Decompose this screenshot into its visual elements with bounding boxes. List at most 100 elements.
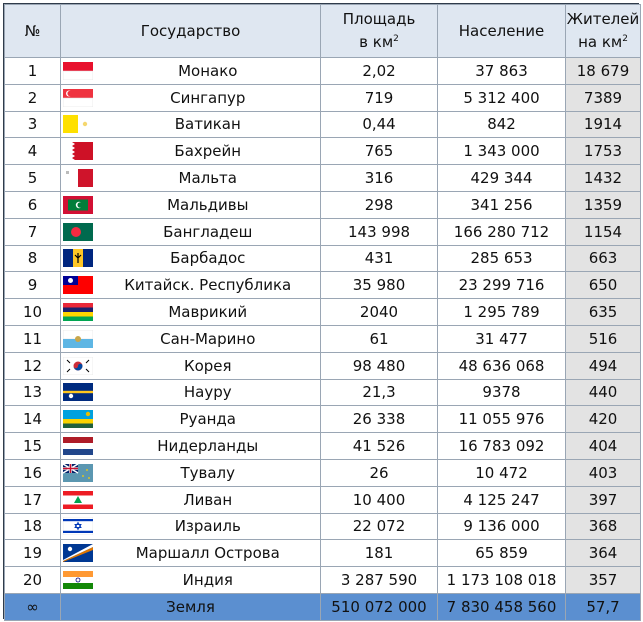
flag-cell xyxy=(60,512,96,541)
barbados-flag xyxy=(63,249,94,268)
population-value: 37 863 xyxy=(437,57,567,85)
table-row: 5 Мальта 316 429 344 1432 xyxy=(4,164,642,192)
country-name: Сингапур xyxy=(95,83,322,112)
population-value: 1 343 000 xyxy=(437,137,567,166)
netherlands-flag xyxy=(63,437,94,456)
row-number: 4 xyxy=(4,137,61,166)
total-population: 7 830 458 560 xyxy=(437,592,567,621)
population-value: 9 136 000 xyxy=(437,512,567,541)
area-value: 2040 xyxy=(320,298,439,326)
table-row: 20 Индия 3 287 590 1 173 108 018 357 xyxy=(4,566,642,594)
area-value: 10 400 xyxy=(320,485,439,514)
flag-cell xyxy=(60,110,96,139)
flag-cell xyxy=(60,539,96,568)
table-row: 11 Сан-Марино 61 31 477 516 xyxy=(4,324,642,353)
row-number: 14 xyxy=(4,405,61,434)
table-row: 10 Маврикий 2040 1 295 789 635 xyxy=(4,298,642,326)
rwanda-flag xyxy=(63,410,94,429)
density-value: 650 xyxy=(565,271,642,300)
flag-cell xyxy=(60,378,96,407)
flag-cell xyxy=(60,217,96,246)
marshall-islands-flag xyxy=(63,544,94,563)
row-number: 8 xyxy=(4,244,61,273)
row-number: 17 xyxy=(4,485,61,514)
country-name: Тувалу xyxy=(95,458,322,487)
total-name: Земля xyxy=(59,592,322,621)
row-number: 13 xyxy=(4,378,61,407)
density-value: 364 xyxy=(565,539,642,568)
area-value: 61 xyxy=(320,324,439,353)
table-row: 14 Руанда 26 338 11 055 976 420 xyxy=(4,405,642,434)
maldives-flag xyxy=(63,195,94,214)
row-number: 3 xyxy=(4,110,61,139)
table-row: 9 Китайск. Республика 35 980 23 299 716 … xyxy=(4,271,642,300)
table-row: 7 Бангладеш 143 998 166 280 712 1154 xyxy=(4,217,642,246)
row-number: 6 xyxy=(4,190,61,219)
flag-cell xyxy=(60,83,96,112)
population-value: 1 295 789 xyxy=(437,298,567,326)
flag-cell xyxy=(60,271,96,300)
table-row: 3 Ватикан 0,44 842 1914 xyxy=(4,110,642,139)
density-value: 357 xyxy=(565,566,642,594)
density-value: 1154 xyxy=(565,217,642,246)
country-name: Китайск. Республика xyxy=(95,271,322,300)
tuvalu-flag xyxy=(63,463,94,482)
row-number: 12 xyxy=(4,351,61,380)
israel-flag xyxy=(63,517,94,536)
row-number: 5 xyxy=(4,164,61,192)
area-value: 143 998 xyxy=(320,217,439,246)
area-value: 719 xyxy=(320,83,439,112)
header-population: Население xyxy=(437,4,567,58)
density-value: 1359 xyxy=(565,190,642,219)
population-value: 65 859 xyxy=(437,539,567,568)
density-table-container: № Государство Площадь в км2 Население Жи… xyxy=(3,3,642,621)
table-row: 8 Барбадос 431 285 653 663 xyxy=(4,244,642,273)
row-number: 1 xyxy=(4,57,61,85)
population-value: 429 344 xyxy=(437,164,567,192)
area-value: 0,44 xyxy=(320,110,439,139)
flag-cell xyxy=(60,432,96,460)
monaco-flag xyxy=(63,61,94,80)
country-name: Руанда xyxy=(95,405,322,434)
total-symbol: ∞ xyxy=(4,592,61,621)
table-row: 2 Сингапур 719 5 312 400 7389 xyxy=(4,83,642,112)
row-number: 15 xyxy=(4,432,61,460)
area-value: 3 287 590 xyxy=(320,566,439,594)
table-row: 17 Ливан 10 400 4 125 247 397 xyxy=(4,485,642,514)
country-name: Бангладеш xyxy=(95,217,322,246)
row-number: 2 xyxy=(4,83,61,112)
population-value: 11 055 976 xyxy=(437,405,567,434)
country-name: Монако xyxy=(95,57,322,85)
vatican-flag xyxy=(63,115,94,134)
row-number: 9 xyxy=(4,271,61,300)
country-name: Индия xyxy=(95,566,322,594)
country-name: Маршалл Острова xyxy=(95,539,322,568)
density-value: 397 xyxy=(565,485,642,514)
density-value: 635 xyxy=(565,298,642,326)
area-value: 2,02 xyxy=(320,57,439,85)
country-name: Мальдивы xyxy=(95,190,322,219)
table-row: 19 Маршалл Острова 181 65 859 364 xyxy=(4,539,642,568)
population-value: 31 477 xyxy=(437,324,567,353)
flag-cell xyxy=(60,244,96,273)
flag-cell xyxy=(60,137,96,166)
population-value: 10 472 xyxy=(437,458,567,487)
table-row: 4 Бахрейн 765 1 343 000 1753 xyxy=(4,137,642,166)
population-value: 16 783 092 xyxy=(437,432,567,460)
population-value: 9378 xyxy=(437,378,567,407)
population-value: 842 xyxy=(437,110,567,139)
header-country: Государство xyxy=(59,4,322,58)
mauritius-flag xyxy=(63,303,94,322)
area-value: 22 072 xyxy=(320,512,439,541)
density-value: 403 xyxy=(565,458,642,487)
density-value: 494 xyxy=(565,351,642,380)
country-name: Нидерланды xyxy=(95,432,322,460)
density-value: 18 679 xyxy=(565,57,642,85)
area-value: 98 480 xyxy=(320,351,439,380)
flag-cell xyxy=(60,190,96,219)
total-row: ∞ Земля 510 072 000 7 830 458 560 57,7 xyxy=(4,592,642,621)
area-value: 26 338 xyxy=(320,405,439,434)
table-row: 13 Науру 21,3 9378 440 xyxy=(4,378,642,407)
korea-flag xyxy=(63,356,94,375)
density-value: 7389 xyxy=(565,83,642,112)
